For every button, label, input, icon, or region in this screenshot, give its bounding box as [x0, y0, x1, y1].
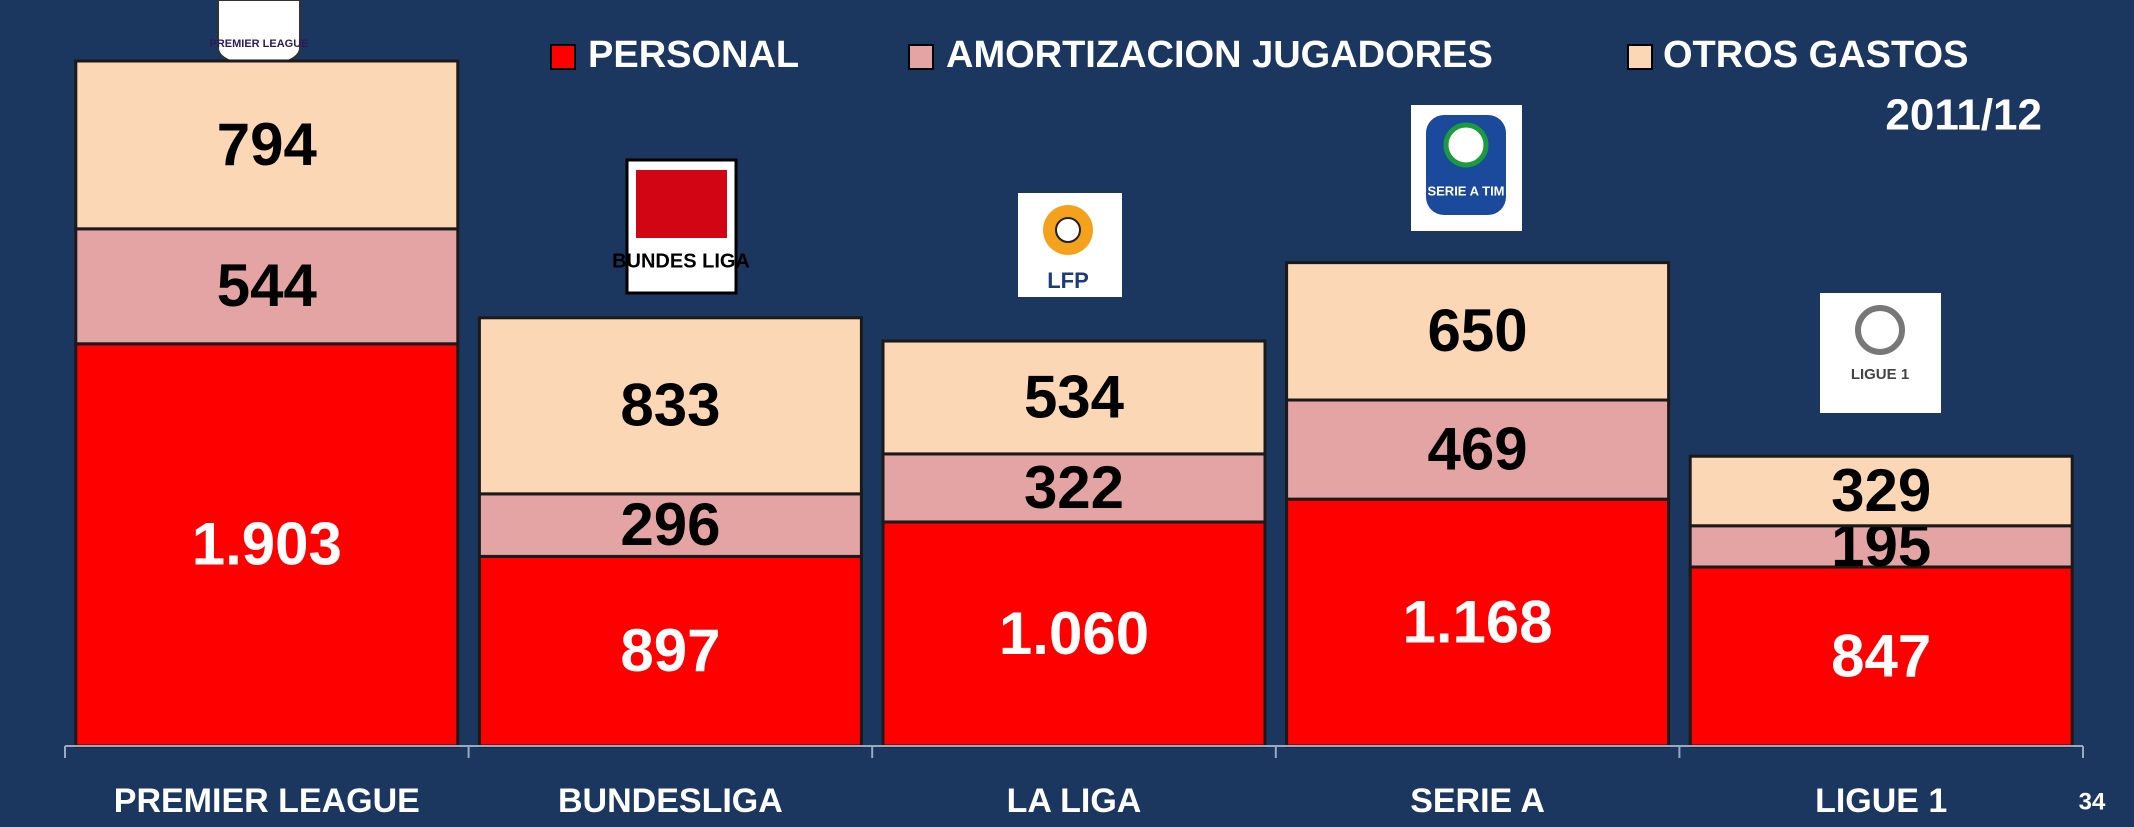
legend-label: PERSONAL — [588, 34, 799, 76]
logos: PREMIER LEAGUE BUNDES LIGA LFP SERIE A T… — [209, 0, 1941, 413]
logo: BUNDES LIGA — [612, 158, 750, 295]
bar-segment — [1285, 497, 1671, 748]
logo: SERIE A TIM — [1411, 105, 1522, 231]
logo-shape — [1443, 122, 1489, 168]
value-label: 650 — [1428, 297, 1528, 364]
bar-segment — [74, 227, 460, 346]
value-label: 329 — [1831, 457, 1931, 524]
legend-swatch — [550, 44, 576, 70]
logo-shape — [217, 0, 301, 70]
value-label: 296 — [620, 491, 720, 558]
bar-segment — [881, 452, 1267, 524]
value-label: 897 — [620, 617, 720, 684]
page-number: 34 — [2079, 788, 2106, 815]
x-tick-label: LIGUE 1 — [1815, 782, 1947, 820]
bar-segment — [477, 492, 863, 558]
value-label: 1.903 — [192, 511, 342, 578]
logo-text: SERIE A TIM — [1427, 183, 1504, 198]
logo-text: BUNDES LIGA — [612, 250, 750, 272]
logo: PREMIER LEAGUE — [209, 0, 309, 70]
logo-shape — [1055, 217, 1081, 243]
logo-text: LIGUE 1 — [1851, 366, 1909, 383]
logo-shape — [636, 170, 727, 238]
x-tick-label: SERIE A — [1410, 782, 1545, 820]
value-label: 534 — [1024, 363, 1125, 430]
bar-segment — [74, 342, 460, 748]
value-label: 794 — [217, 111, 318, 178]
legend-swatch — [908, 44, 934, 70]
legend-label: AMORTIZACION JUGADORES — [946, 34, 1493, 76]
bar-segment — [881, 339, 1267, 456]
bar-segment — [1688, 565, 2074, 748]
value-label: 469 — [1428, 415, 1528, 482]
logo-text: LFP — [1047, 268, 1089, 293]
x-tick-label: PREMIER LEAGUE — [114, 782, 420, 820]
x-tick-label: LA LIGA — [1007, 782, 1142, 820]
value-label: 847 — [1831, 622, 1931, 689]
x-tick-label: BUNDESLIGA — [558, 782, 783, 820]
bar-segment — [477, 316, 863, 496]
legend-label: OTROS GASTOS — [1663, 34, 1968, 76]
bar-segment — [1688, 454, 2074, 528]
bar-segment — [881, 520, 1267, 748]
x-axis: PREMIER LEAGUE BUNDESLIGA LA LIGA SERIE A LI… — [64, 745, 2084, 820]
logo-text: PREMIER LEAGUE — [209, 38, 308, 50]
value-label: 544 — [217, 252, 318, 319]
value-label: 322 — [1024, 454, 1124, 521]
bars: 1.903 544 794 897 296 833 1.060 322 534 1.168 469 6… — [74, 59, 2074, 748]
subtitle: 2011/12 — [1885, 91, 2042, 140]
logo: LFP — [1018, 193, 1122, 297]
legend: PERSONAL AMORTIZACION JUGADORES OTROS GAST… — [550, 34, 1968, 76]
bar-segment — [1688, 524, 2074, 569]
value-label: 1.168 — [1403, 588, 1553, 655]
logo-shape — [1855, 305, 1905, 355]
value-label: 833 — [620, 372, 720, 439]
logo: LIGUE 1 — [1820, 293, 1941, 413]
value-label: 1.060 — [999, 600, 1149, 667]
bar-segment — [1285, 261, 1671, 402]
bar-segment — [74, 59, 460, 231]
legend-swatch — [1627, 44, 1653, 70]
